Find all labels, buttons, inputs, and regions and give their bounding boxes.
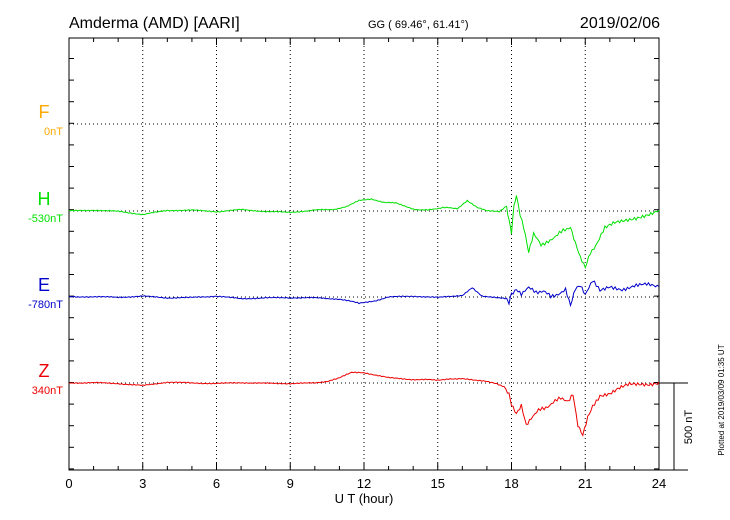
station-title: Amderma (AMD) [AARI] bbox=[69, 15, 240, 32]
series-baseline-e: -780nT bbox=[28, 299, 63, 311]
series-name-e: E bbox=[38, 275, 50, 295]
series-line-z bbox=[68, 371, 660, 437]
x-tick-label: 0 bbox=[65, 476, 72, 491]
date-label: 2019/02/06 bbox=[580, 15, 660, 32]
series-name-z: Z bbox=[39, 361, 50, 381]
x-axis-label: U T (hour) bbox=[335, 491, 394, 506]
series-baseline-f: 0nT bbox=[44, 126, 63, 138]
x-tick-label: 3 bbox=[139, 476, 146, 491]
series-name-h: H bbox=[38, 189, 51, 209]
series-name-f: F bbox=[39, 102, 50, 122]
series-line-e bbox=[68, 280, 660, 308]
axis-ticks bbox=[68, 38, 660, 470]
x-tick-label: 12 bbox=[357, 476, 371, 491]
scale-bar bbox=[659, 382, 688, 471]
coordinates-label: GG ( 69.46°, 61.41°) bbox=[368, 19, 469, 31]
series-baseline-h: -530nT bbox=[28, 213, 63, 225]
plotted-timestamp: Plotted at 2019/03/09 01:35 UT bbox=[717, 344, 726, 455]
x-tick-label: 18 bbox=[504, 476, 518, 491]
x-tick-labels: 0 3 6 9 12 15 18 21 24 bbox=[65, 476, 666, 491]
grid-lines bbox=[142, 38, 586, 470]
x-tick-label: 9 bbox=[287, 476, 294, 491]
series-labels: F 0nT H -530nT E -780nT Z 340nT bbox=[28, 102, 63, 397]
series-lines bbox=[68, 195, 660, 437]
x-tick-label: 21 bbox=[578, 476, 592, 491]
series-line-h bbox=[69, 195, 660, 270]
x-tick-label: 6 bbox=[213, 476, 220, 491]
x-tick-label: 24 bbox=[652, 476, 666, 491]
scale-bar-label: 500 nT bbox=[683, 410, 695, 445]
series-baseline-z: 340nT bbox=[32, 385, 63, 397]
x-tick-label: 15 bbox=[431, 476, 445, 491]
